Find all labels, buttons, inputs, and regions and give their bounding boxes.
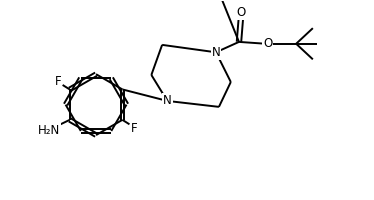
Text: N: N [163,94,172,107]
Text: O: O [263,37,272,50]
Text: F: F [55,75,61,88]
Text: H₂N: H₂N [38,124,60,137]
Text: N: N [212,46,220,59]
Text: O: O [236,6,245,19]
Text: F: F [131,122,138,135]
